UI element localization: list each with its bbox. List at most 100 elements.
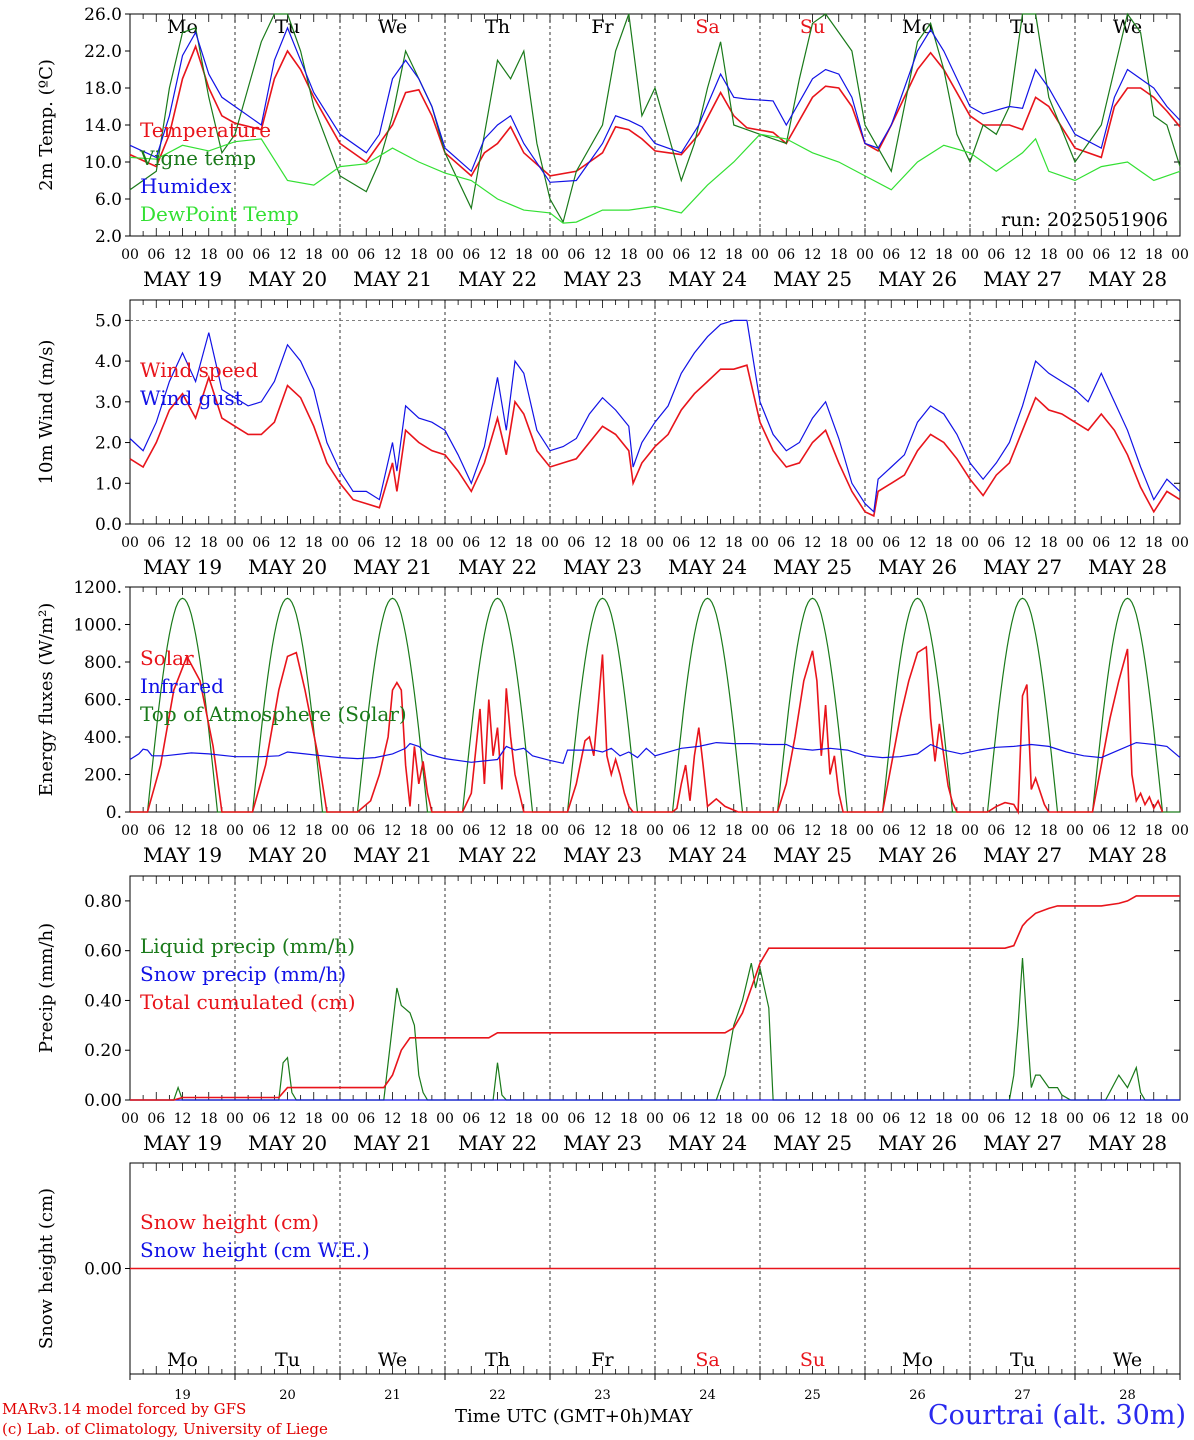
date-label: MAY 22: [458, 555, 537, 579]
y-tick-label: 0.00: [84, 1091, 122, 1111]
day-abbr: Th: [485, 1349, 510, 1371]
hour-label: 06: [462, 247, 480, 263]
date-label: MAY 23: [563, 1131, 642, 1155]
hour-label: 06: [672, 535, 690, 551]
y-tick-label: 2.0: [95, 434, 122, 454]
hour-label: 00: [436, 1111, 454, 1127]
hour-label: 18: [410, 535, 428, 551]
date-label: MAY 20: [248, 1131, 327, 1155]
y-tick-label: 2.0: [95, 227, 122, 247]
hour-label: 18: [1145, 823, 1163, 839]
hour-label: 18: [305, 247, 323, 263]
hour-label: 18: [935, 247, 953, 263]
hour-label: 18: [305, 1111, 323, 1127]
date-label: MAY 28: [1088, 843, 1167, 867]
series-temperature: [129, 44, 1181, 178]
hour-label: 00: [856, 823, 874, 839]
hour-label: 06: [1092, 823, 1110, 839]
hour-label: 06: [882, 535, 900, 551]
hour-label: 12: [174, 535, 192, 551]
date-label: MAY 26: [878, 267, 957, 291]
hour-label: 18: [515, 1111, 533, 1127]
day-number: 21: [384, 1388, 401, 1403]
hour-label: 00: [1066, 1111, 1084, 1127]
date-label: MAY 19: [143, 555, 222, 579]
hour-label: 12: [804, 1111, 822, 1127]
hour-label: 12: [384, 1111, 402, 1127]
day-number: 22: [489, 1388, 506, 1403]
hour-label: 00: [541, 247, 559, 263]
hour-label: 12: [909, 247, 927, 263]
hour-label: 00: [541, 535, 559, 551]
day-abbr: We: [1113, 16, 1142, 38]
date-label: MAY 25: [773, 267, 852, 291]
plot-frame: [129, 299, 1181, 525]
day-abbr: Mo: [167, 16, 198, 38]
series-humidex: [129, 26, 1181, 183]
hour-label: 18: [305, 823, 323, 839]
hour-label: 12: [594, 535, 612, 551]
hour-label: 00: [751, 823, 769, 839]
hour-label: 18: [725, 535, 743, 551]
hour-label: 00: [961, 1111, 979, 1127]
hour-label: 06: [987, 823, 1005, 839]
panel-precip: 0.00 0.20 0.40 0.60 0.80 Precip (mm/h) 00 06 12 1…: [36, 875, 1189, 1155]
hour-label: 00: [226, 535, 244, 551]
hour-label: 00: [646, 535, 664, 551]
hour-label: 18: [620, 535, 638, 551]
hour-label: 18: [1040, 247, 1058, 263]
date-label: MAY 24: [668, 267, 747, 291]
hour-label: 00: [856, 247, 874, 263]
day-number: 27: [1014, 1388, 1031, 1403]
hour-label: 06: [882, 1111, 900, 1127]
hour-label: 12: [174, 247, 192, 263]
hour-label: 18: [515, 823, 533, 839]
day-abbr: We: [378, 16, 407, 38]
hour-label: 12: [804, 247, 822, 263]
hour-label: 18: [725, 247, 743, 263]
hour-label: 18: [1145, 1111, 1163, 1127]
day-abbr: Su: [800, 1349, 825, 1371]
hour-label: 06: [147, 1111, 165, 1127]
y-tick-label: 26.0: [84, 5, 122, 25]
hour-label: 12: [489, 823, 507, 839]
hour-label: 12: [1119, 535, 1137, 551]
y-tick-label: 1.0: [95, 474, 122, 494]
hour-label: 06: [252, 535, 270, 551]
legend-entry: Solar: [140, 646, 194, 670]
panel-energy: 0. 200. 400. 600. 800. 1000. 1200. Energy fluxe…: [36, 578, 1189, 867]
hour-label: 12: [384, 247, 402, 263]
hour-label: 06: [462, 1111, 480, 1127]
date-label: MAY 28: [1088, 555, 1167, 579]
hour-label: 12: [489, 1111, 507, 1127]
y-tick-label: 400.: [84, 728, 122, 748]
y-tick-label: 14.0: [84, 116, 122, 136]
hour-label: 18: [200, 823, 218, 839]
panel-wind: 0.0 1.0 2.0 3.0 4.0 5.0 10m Wind (m/s) 00 06 12 18…: [36, 299, 1189, 579]
date-label: MAY 24: [668, 1131, 747, 1155]
hour-label: 06: [567, 823, 585, 839]
day-number: 24: [699, 1388, 716, 1403]
hour-label: 12: [1119, 823, 1137, 839]
hour-label: 00: [226, 823, 244, 839]
day-number: 20: [279, 1388, 296, 1403]
hour-label: 06: [987, 1111, 1005, 1127]
hour-label: 18: [1040, 1111, 1058, 1127]
y-axis-label: Precip (mm/h): [36, 923, 57, 1053]
hour-label: 18: [200, 247, 218, 263]
hour-label: 00: [1171, 535, 1189, 551]
hour-label: 06: [252, 823, 270, 839]
hour-label: 12: [594, 823, 612, 839]
date-label: MAY 20: [248, 555, 327, 579]
hour-label: 18: [620, 1111, 638, 1127]
hour-label: 00: [961, 823, 979, 839]
hour-label: 06: [882, 823, 900, 839]
station-title: Courtrai (alt. 30m): [927, 1400, 1186, 1431]
hour-label: 12: [1119, 247, 1137, 263]
date-label: MAY 22: [458, 843, 537, 867]
hour-label: 06: [1092, 1111, 1110, 1127]
y-axis-label: Energy fluxes (W/m²): [36, 603, 57, 797]
y-tick-label: 1000.: [73, 616, 122, 636]
hour-label: 12: [1014, 1111, 1032, 1127]
